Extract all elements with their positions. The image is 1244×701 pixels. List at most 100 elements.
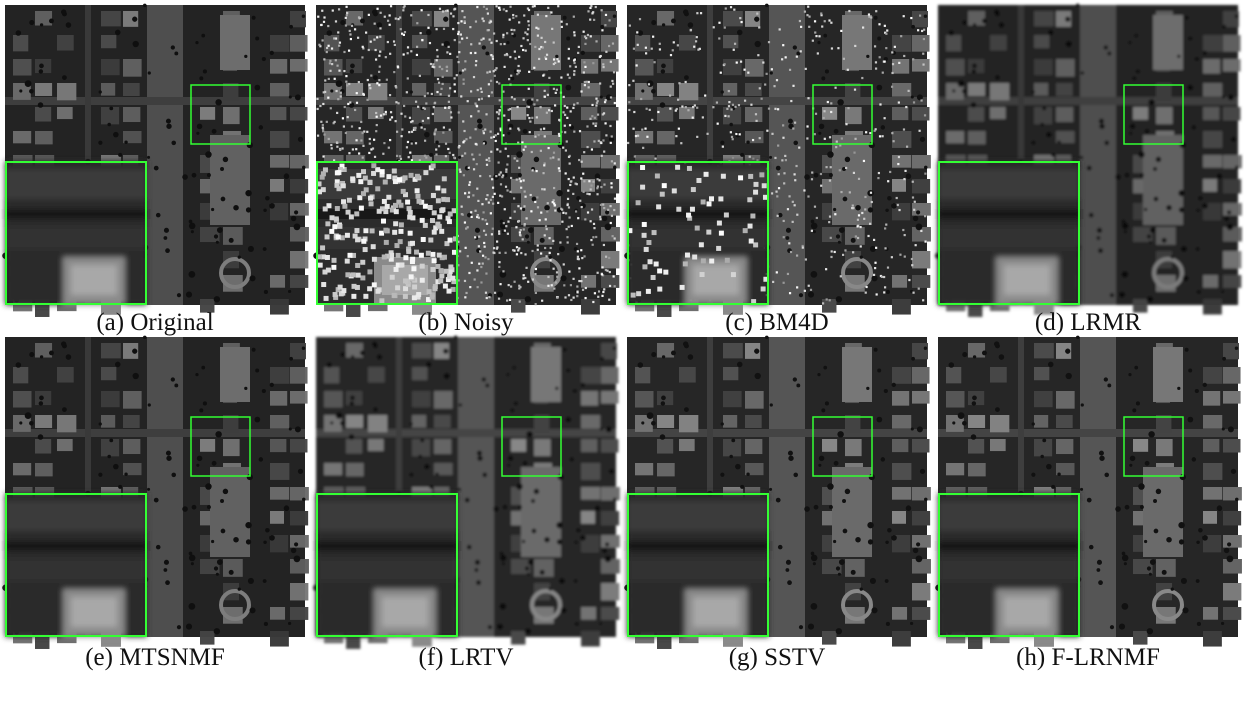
noise	[367, 79, 369, 81]
noise	[439, 66, 441, 68]
noise	[529, 131, 531, 133]
noise	[922, 63, 924, 65]
noise	[863, 160, 865, 162]
noise	[889, 171, 891, 173]
noise	[774, 108, 776, 110]
noise	[573, 297, 575, 299]
noise	[486, 194, 488, 196]
noise	[852, 251, 854, 253]
noise	[787, 208, 789, 210]
noise	[595, 40, 597, 42]
noise	[337, 98, 339, 100]
noise	[380, 169, 385, 174]
noise	[564, 114, 566, 116]
noise	[493, 247, 495, 249]
noise	[351, 294, 356, 299]
noise	[483, 242, 485, 244]
noise	[547, 94, 549, 96]
noise	[659, 48, 661, 50]
noise	[834, 213, 836, 215]
noise	[514, 98, 516, 100]
noise	[913, 209, 915, 211]
noise	[459, 171, 461, 173]
noise	[464, 296, 466, 298]
noise	[768, 41, 770, 43]
noise	[375, 130, 377, 132]
noise	[776, 79, 778, 81]
noise	[498, 298, 500, 300]
noise	[898, 101, 900, 103]
panel	[313, 4, 620, 317]
noise	[567, 190, 569, 192]
noise	[579, 130, 581, 132]
noise	[632, 80, 634, 82]
noise	[868, 16, 870, 18]
noise	[323, 133, 325, 135]
noise	[423, 170, 428, 175]
noise	[498, 7, 500, 9]
noise	[731, 136, 733, 138]
noise	[794, 179, 796, 181]
noise	[903, 128, 905, 130]
noise	[409, 173, 414, 178]
noise	[532, 278, 534, 280]
noise	[550, 157, 552, 159]
noise	[465, 138, 467, 140]
noise	[568, 48, 570, 50]
noise	[709, 196, 714, 201]
noise	[599, 216, 601, 218]
noise	[646, 108, 648, 110]
noise	[642, 222, 647, 227]
noise	[583, 191, 585, 193]
noise	[420, 264, 425, 269]
noise	[568, 294, 570, 296]
noise	[911, 258, 913, 260]
noise	[636, 64, 638, 66]
noise	[463, 83, 465, 85]
noise	[430, 295, 435, 300]
noise	[696, 107, 698, 109]
noise	[371, 244, 376, 249]
noise	[538, 58, 540, 60]
noise	[528, 24, 530, 26]
noise	[506, 189, 508, 191]
noise	[632, 128, 634, 130]
noise	[406, 91, 408, 93]
noise	[507, 221, 509, 223]
noise	[424, 128, 426, 130]
noise	[560, 76, 562, 78]
noise	[432, 230, 437, 235]
noise	[884, 60, 886, 62]
noise	[544, 234, 546, 236]
noise	[547, 285, 549, 287]
noise	[442, 255, 447, 260]
noise	[442, 76, 444, 78]
noise	[524, 190, 526, 192]
noise	[572, 107, 574, 109]
noise	[496, 240, 498, 242]
noise	[336, 186, 341, 191]
noise	[537, 14, 539, 16]
noise	[491, 91, 493, 93]
noise	[355, 148, 357, 150]
noise	[657, 268, 662, 273]
noise	[564, 125, 566, 127]
noise	[462, 69, 464, 71]
noise	[449, 152, 451, 154]
noise	[500, 183, 502, 185]
noise	[596, 178, 598, 180]
noise	[528, 9, 530, 11]
noise	[434, 133, 436, 135]
noise	[513, 29, 515, 31]
noise	[732, 138, 734, 140]
noise	[352, 148, 354, 150]
noise	[370, 228, 375, 233]
noise	[395, 120, 397, 122]
noise	[360, 139, 362, 141]
noise	[891, 132, 893, 134]
noise	[561, 221, 563, 223]
noise	[878, 172, 880, 174]
noise	[396, 253, 401, 258]
noise	[345, 259, 350, 264]
noise	[603, 183, 605, 185]
